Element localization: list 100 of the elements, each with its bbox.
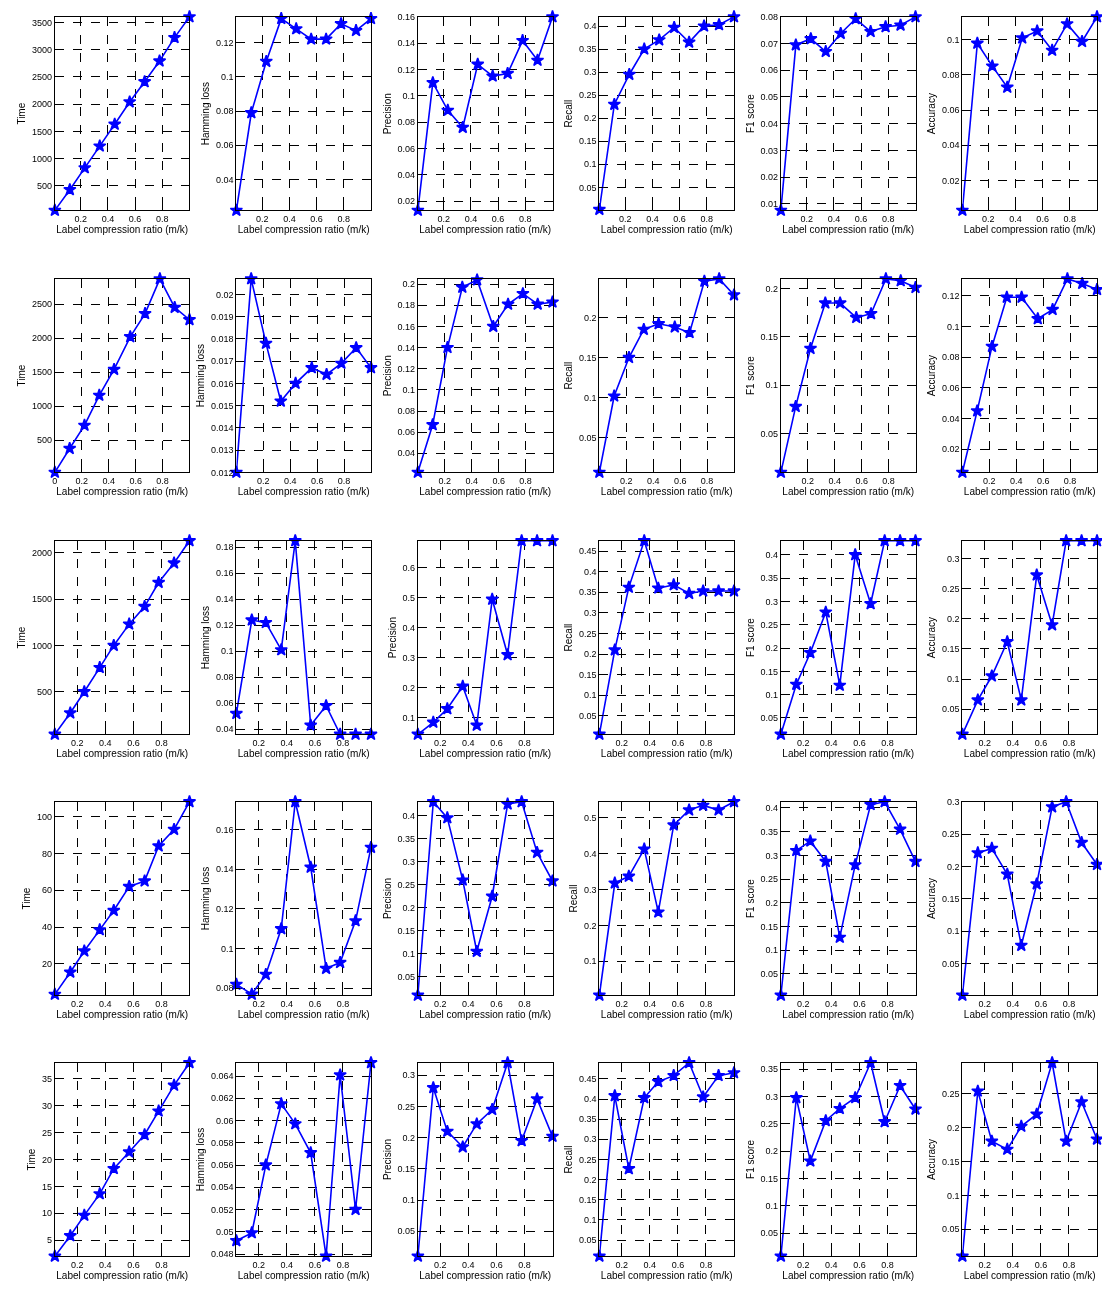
y-tick-label: 100 [37,811,53,822]
y-tick-label: 0.15 [397,1164,416,1175]
x-tick-label: 0.4 [1006,738,1020,749]
y-tick-label: 0.048 [211,1249,234,1260]
x-tick-label: 0.8 [519,214,532,225]
y-axis-title: Hamming loss [200,605,212,670]
y-tick-label: 0.25 [397,1101,416,1112]
y-tick-label: 0.15 [579,1194,597,1205]
y-tick-label: 0.1 [584,956,597,967]
y-tick-label: 0.1 [765,1201,779,1212]
y-tick-label: 2500 [32,299,53,310]
y-tick-label: 3500 [32,17,53,28]
y-axis-title: Recall [568,884,580,913]
y-tick-label: 500 [37,686,53,697]
y-tick-label: 0.35 [579,44,597,55]
y-tick-label: 0.1 [221,943,234,954]
x-tick-label: 0.8 [336,738,350,749]
y-tick-label: 0.4 [765,549,779,560]
x-axis-title: Label compression ratio (m/k) [963,486,1096,498]
x-axis-title: Label compression ratio (m/k) [237,748,370,760]
x-tick-label: 0.2 [620,476,633,487]
y-axis-title: Precision [386,617,398,659]
x-tick-label: 0.2 [71,1260,84,1271]
x-tick-label: 0.6 [310,214,323,225]
y-tick-label: 0.064 [211,1071,234,1082]
y-tick-label: 0.02 [760,172,779,183]
y-tick-label: 0.04 [216,724,234,735]
y-tick-label: 0.2 [584,312,597,323]
y-axis-title: Recall [563,361,575,390]
x-axis-title: Label compression ratio (m/k) [782,486,915,498]
y-tick-label: 0.1 [947,926,960,937]
x-tick-label: 0.2 [257,476,270,487]
y-tick-label: 0.017 [211,356,234,367]
x-tick-label: 0.2 [983,476,996,487]
y-tick-label: 0.06 [216,140,234,151]
x-tick-label: 0.8 [337,476,351,487]
y-tick-label: 0.45 [579,1074,597,1085]
y-tick-label: 0.1 [221,71,234,82]
x-axis-title: Label compression ratio (m/k) [237,224,370,236]
y-tick-label: 0.25 [942,829,960,840]
y-tick-label: 500 [37,181,53,192]
x-tick-label: 0.8 [1062,1260,1076,1271]
x-tick-label: 0.6 [490,738,503,749]
x-tick-label: 0.8 [336,1260,350,1271]
y-tick-label: 0.05 [216,1226,234,1237]
y-tick-label: 0.3 [765,1091,779,1102]
y-tick-label: 0.05 [760,92,779,103]
x-tick-label: 0.6 [127,999,140,1010]
x-tick-label: 0.6 [308,738,322,749]
x-axis-title: Label compression ratio (m/k) [963,1270,1096,1282]
x-axis-title: Label compression ratio (m/k) [600,486,733,498]
y-tick-label: 0.014 [211,423,234,434]
x-tick-label: 0.2 [615,1260,629,1271]
y-tick-label: 0.06 [216,1115,234,1126]
y-tick-label: 0.056 [211,1160,234,1171]
y-tick-label: 0.04 [397,448,416,459]
y-tick-label: 0.08 [216,672,234,683]
y-tick-label: 0.06 [942,383,960,394]
y-axis-title: F1 score [744,878,756,918]
x-tick-label: 0.8 [155,738,168,749]
x-tick-label: 0.6 [128,214,142,225]
x-axis-title: Label compression ratio (m/k) [56,748,189,760]
y-tick-label: 0.04 [397,170,416,181]
y-tick-label: 0.01 [760,198,779,209]
y-tick-label: 0.25 [942,1089,960,1100]
y-tick-label: 0.25 [397,879,416,890]
y-tick-label: 0.058 [211,1137,234,1148]
y-tick-label: 0.3 [402,1070,416,1081]
y-tick-label: 0.2 [765,283,779,294]
y-tick-label: 0.05 [397,971,416,982]
x-axis-title: Label compression ratio (m/k) [600,1270,733,1282]
y-tick-label: 0.1 [402,948,416,959]
y-tick-label: 0.013 [211,445,234,456]
x-tick-label: 0.4 [283,476,297,487]
y-tick-label: 0.15 [579,352,597,363]
x-tick-label: 0.4 [465,476,478,487]
x-tick-label: 0.6 [1034,738,1048,749]
x-tick-label: 0.2 [615,999,629,1010]
x-tick-label: 0.4 [643,1260,657,1271]
y-tick-label: 0.05 [942,1224,960,1235]
x-axis-title: Label compression ratio (m/k) [963,748,1096,760]
x-tick-label: 0.4 [1009,214,1022,225]
y-axis-title: Time [16,626,28,649]
y-axis-title: Hamming loss [195,1127,207,1192]
y-tick-label: 0.05 [579,1235,597,1246]
x-tick-label: 0.2 [74,214,87,225]
y-tick-label: 0.012 [211,467,234,478]
x-tick-label: 0.2 [434,1260,447,1271]
x-tick-label: 0.2 [978,1260,992,1271]
x-tick-label: 0.6 [491,214,505,225]
y-tick-label: 0.3 [947,796,960,807]
x-tick-label: 0.6 [853,999,866,1010]
x-tick-label: 0.8 [518,738,531,749]
y-tick-label: 0.15 [942,894,960,904]
y-axis-title: F1 score [744,355,756,396]
x-tick-label: 0.4 [825,1260,838,1271]
y-tick-label: 0.4 [584,566,597,577]
y-tick-label: 0.3 [584,1134,597,1145]
x-tick-label: 0.6 [671,1260,685,1271]
x-tick-label: 0.6 [490,999,503,1010]
